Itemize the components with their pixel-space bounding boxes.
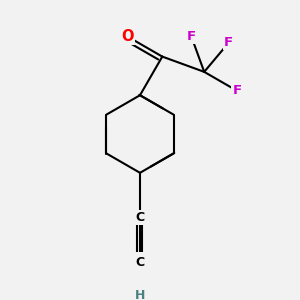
Text: O: O (121, 29, 134, 44)
Text: F: F (224, 36, 233, 49)
Text: C: C (135, 211, 145, 224)
Text: C: C (135, 256, 145, 268)
Text: H: H (135, 289, 145, 300)
Text: F: F (187, 30, 196, 43)
Text: F: F (232, 84, 242, 97)
